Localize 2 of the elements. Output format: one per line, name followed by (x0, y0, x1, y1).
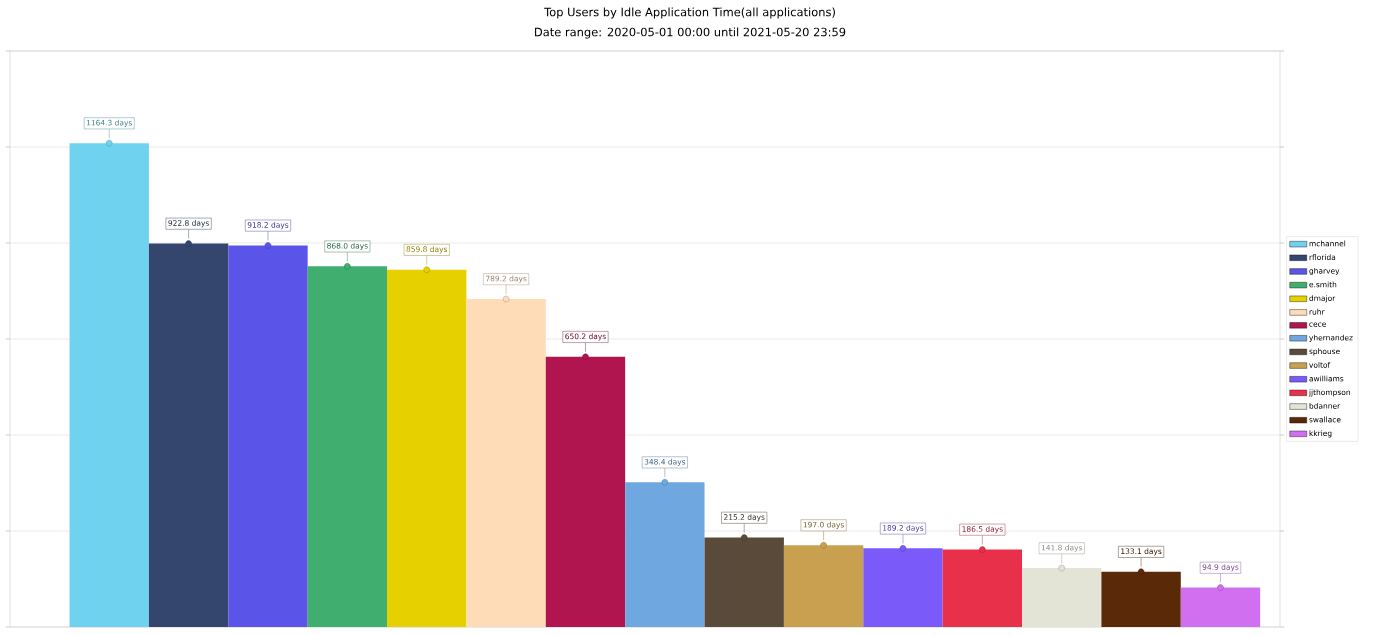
chart-subtitle: Date range: 2020-05-01 00:00 until 2021-05-20 23:59 (535, 27, 846, 39)
chart-title: Top Users by Idle Application Time(all applications) (544, 7, 835, 19)
